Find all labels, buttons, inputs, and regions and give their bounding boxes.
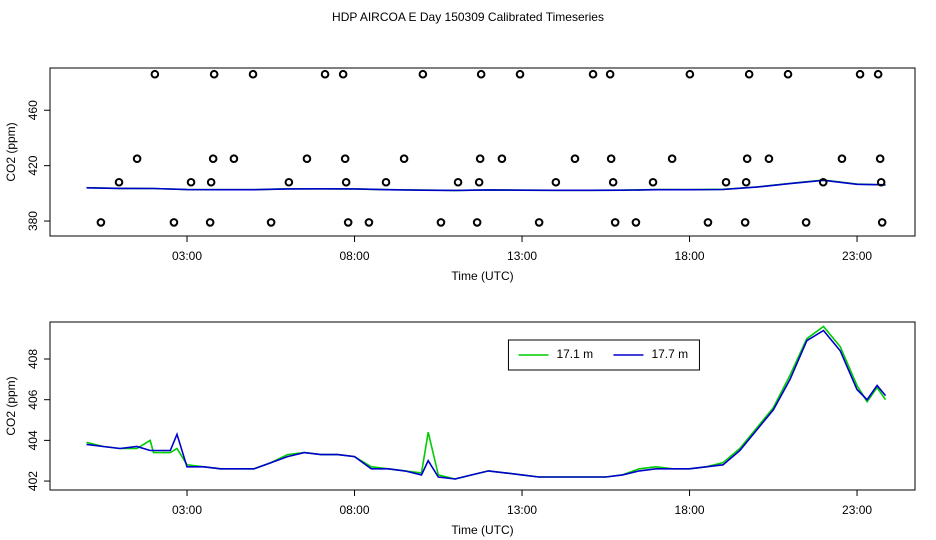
point <box>801 218 811 227</box>
y-tick-label: 460 <box>26 100 40 120</box>
point <box>96 218 106 227</box>
x-tick-label: 08:00 <box>340 249 370 263</box>
point <box>399 154 409 164</box>
y-tick-label: 406 <box>26 389 40 409</box>
plot-frame <box>49 67 916 237</box>
y-tick-label: 402 <box>26 471 40 491</box>
point <box>320 69 330 79</box>
point <box>606 154 616 164</box>
x-tick-label: 13:00 <box>507 249 537 263</box>
series-line <box>86 325 887 480</box>
point <box>472 218 482 227</box>
point <box>534 218 544 227</box>
point <box>685 69 695 79</box>
point <box>744 69 754 79</box>
point <box>837 154 847 164</box>
y-tick-label: 408 <box>26 349 40 369</box>
plot-frame <box>49 321 916 491</box>
point <box>114 177 124 187</box>
point <box>343 218 353 227</box>
point <box>742 154 752 164</box>
y-axis-label: CO2 (ppm) <box>4 376 18 435</box>
point <box>764 154 774 164</box>
point <box>877 218 887 227</box>
y-tick-label: 380 <box>26 211 40 231</box>
point <box>476 69 486 79</box>
x-tick-label: 13:00 <box>507 503 537 517</box>
point <box>873 69 883 79</box>
point <box>740 218 750 227</box>
point <box>266 218 276 227</box>
point <box>205 218 215 227</box>
point <box>418 69 428 79</box>
x-tick-label: 23:00 <box>842 249 872 263</box>
x-tick-label: 23:00 <box>842 503 872 517</box>
point <box>783 69 793 79</box>
point <box>855 69 865 79</box>
series-line <box>86 329 887 480</box>
point <box>631 218 641 227</box>
point <box>515 69 525 79</box>
x-tick-label: 03:00 <box>172 503 202 517</box>
point <box>608 177 618 187</box>
point <box>338 69 348 79</box>
legend-label: 17.1 m <box>556 347 593 361</box>
point <box>648 177 658 187</box>
point <box>721 177 731 187</box>
point <box>186 177 196 187</box>
point <box>229 154 239 164</box>
point <box>741 177 751 187</box>
figure-title: HDP AIRCOA E Day 150309 Calibrated Times… <box>332 10 604 24</box>
point <box>551 177 561 187</box>
point <box>818 177 828 187</box>
x-tick-label: 08:00 <box>340 503 370 517</box>
y-axis-label: CO2 (ppm) <box>4 122 18 181</box>
point <box>667 154 677 164</box>
point <box>209 69 219 79</box>
point <box>570 154 580 164</box>
x-tick-label: 18:00 <box>675 503 705 517</box>
point <box>588 69 598 79</box>
point <box>364 218 374 227</box>
point <box>605 69 615 79</box>
point <box>876 177 886 187</box>
point <box>248 69 258 79</box>
x-tick-label: 03:00 <box>172 249 202 263</box>
panel: 03:00 08:00 13:00 18:00 23:00 380 420 460 Time (… <box>4 67 916 283</box>
x-axis-label: Time (UTC) <box>451 269 513 283</box>
point <box>497 154 507 164</box>
x-axis-label: Time (UTC) <box>451 523 513 537</box>
point <box>302 154 312 164</box>
point <box>875 154 885 164</box>
point <box>169 218 179 227</box>
point <box>610 218 620 227</box>
point <box>208 154 218 164</box>
y-tick-label: 420 <box>26 155 40 175</box>
series-line <box>86 179 886 192</box>
point <box>474 177 484 187</box>
point <box>132 154 142 164</box>
point <box>284 177 294 187</box>
panel: 03:00 08:00 13:00 18:00 23:00 402 404 406 408 Tim… <box>4 321 916 537</box>
point <box>703 218 713 227</box>
series-line <box>86 179 886 192</box>
point <box>150 69 160 79</box>
point <box>206 177 216 187</box>
point <box>341 177 351 187</box>
y-tick-label: 404 <box>26 430 40 450</box>
x-tick-label: 18:00 <box>675 249 705 263</box>
point <box>453 177 463 187</box>
legend-label: 17.7 m <box>651 347 688 361</box>
point <box>340 154 350 164</box>
legend: 17.1 m 17.7 m <box>507 339 700 371</box>
point <box>436 218 446 227</box>
point <box>381 177 391 187</box>
point <box>475 154 485 164</box>
